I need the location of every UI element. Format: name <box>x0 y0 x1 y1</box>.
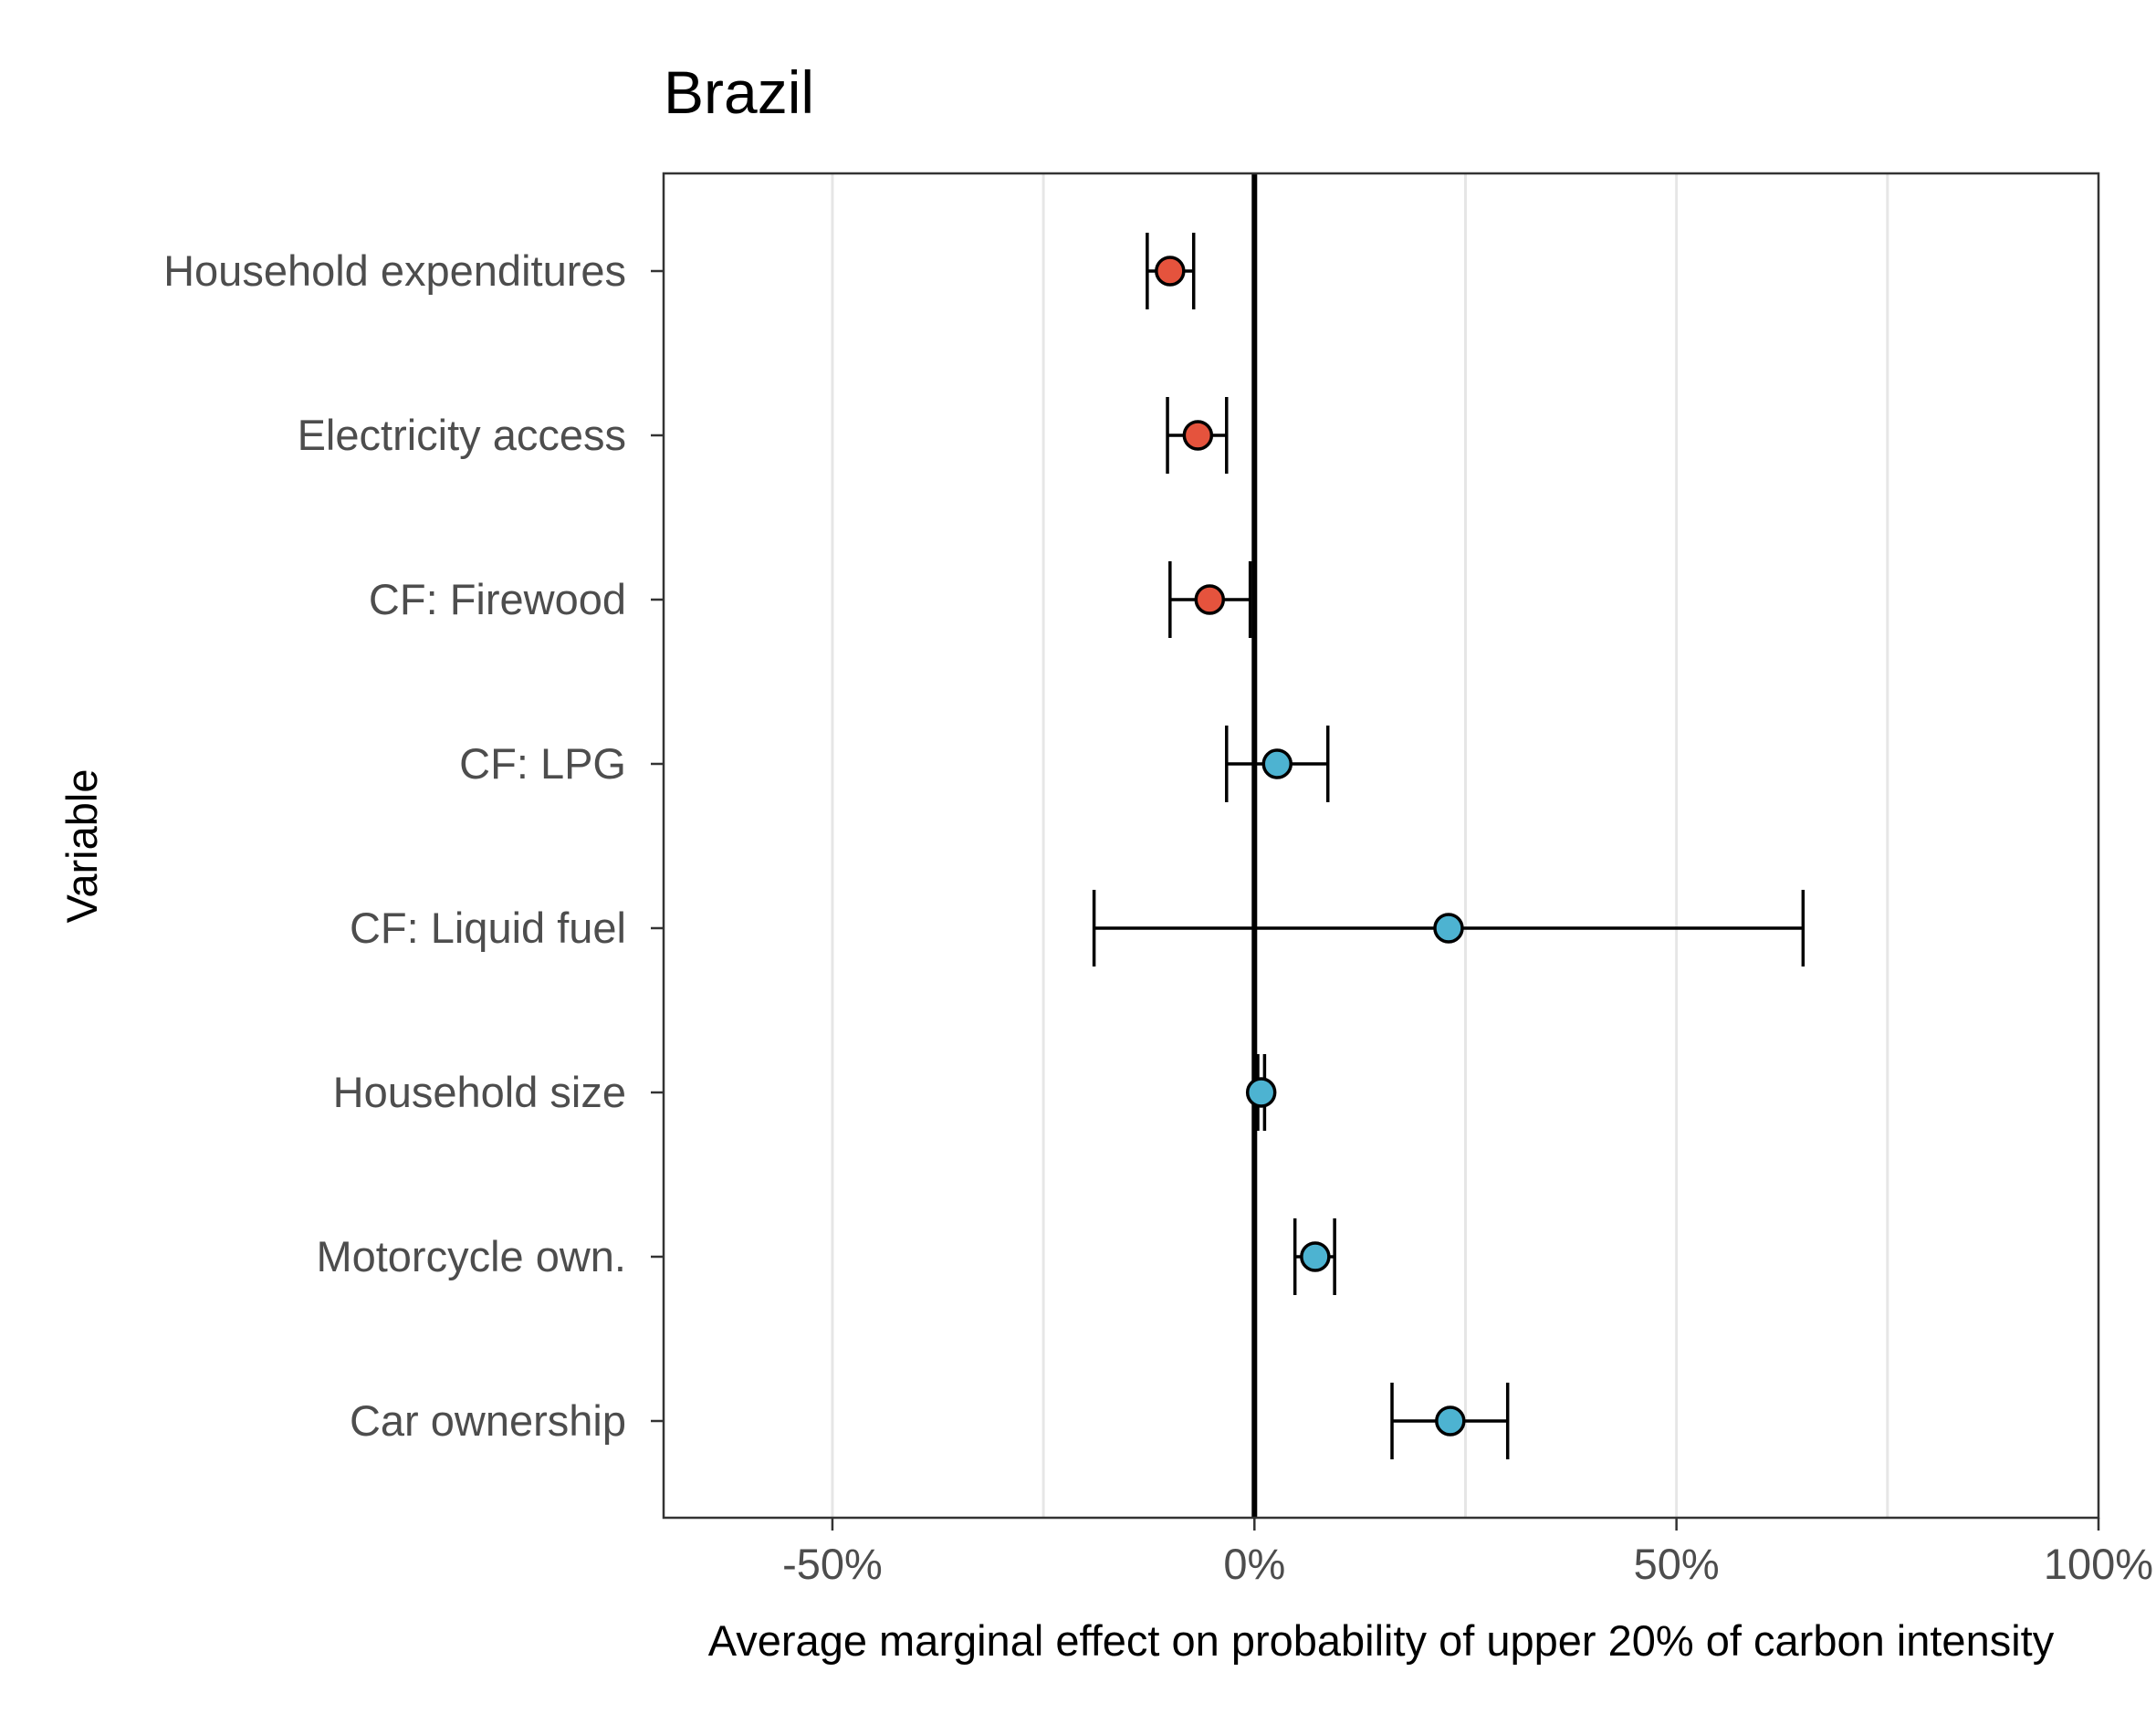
estimate-point <box>1194 584 1226 615</box>
x-axis-title: Average marginal effect on probability o… <box>708 1616 2055 1665</box>
y-tick-label: CF: LPG <box>459 739 626 788</box>
y-tick-label: CF: Firewood <box>369 575 626 623</box>
grid-layer <box>831 173 1889 1518</box>
x-tick-label: 100% <box>2044 1540 2153 1588</box>
x-tick-label: 50% <box>1634 1540 1720 1588</box>
y-tick-label: Car ownership <box>350 1396 626 1445</box>
estimate-point <box>1245 1077 1277 1108</box>
marks-layer <box>1092 233 1805 1459</box>
estimate-point <box>1155 256 1186 287</box>
x-tick-label: -50% <box>782 1540 883 1588</box>
y-tick-label: CF: Liquid fuel <box>350 904 626 952</box>
y-tick-label: Electricity access <box>298 411 626 459</box>
y-tick-label: Household expenditures <box>163 246 626 295</box>
y-tick-label: Household size <box>333 1068 626 1116</box>
y-tick-label: Motorcycle own. <box>316 1232 626 1280</box>
estimate-point <box>1433 913 1464 944</box>
axis-layer: Household expenditures Electricity access… <box>163 246 2153 1588</box>
estimate-point <box>1300 1241 1331 1272</box>
y-axis-title: Variable <box>58 769 106 924</box>
panel-border <box>662 172 2100 1520</box>
estimate-point <box>1261 748 1293 779</box>
estimate-point <box>1182 420 1214 451</box>
x-tick-label: 0% <box>1223 1540 1285 1588</box>
chart-title: Brazil <box>664 58 814 126</box>
estimate-point <box>1435 1405 1466 1437</box>
